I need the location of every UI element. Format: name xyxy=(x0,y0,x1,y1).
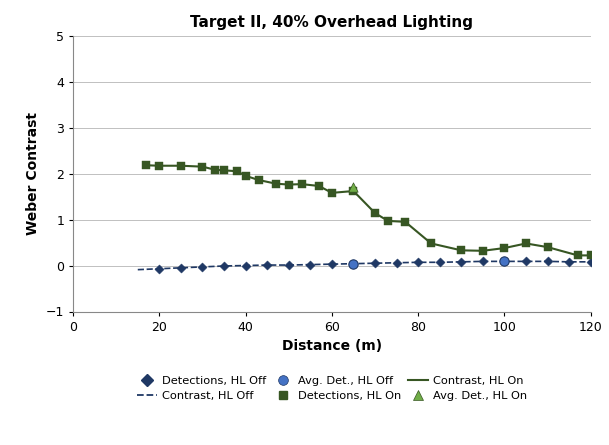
Point xyxy=(327,189,337,196)
Point xyxy=(348,260,358,267)
Point xyxy=(414,259,423,266)
Point xyxy=(297,181,306,188)
Point xyxy=(383,217,393,224)
Point xyxy=(565,258,574,265)
Point xyxy=(456,258,466,265)
Legend: Detections, HL Off, Contrast, HL Off, Avg. Det., HL Off, Detections, HL On, Cont: Detections, HL Off, Contrast, HL Off, Av… xyxy=(133,372,530,405)
Point xyxy=(155,265,164,272)
Point xyxy=(543,258,552,265)
Point xyxy=(284,262,294,269)
Point xyxy=(478,247,488,255)
Point xyxy=(197,263,207,271)
Point xyxy=(327,261,337,268)
Point xyxy=(262,262,272,269)
Point xyxy=(348,260,358,267)
Point xyxy=(456,247,466,254)
Point xyxy=(284,181,294,188)
Point xyxy=(573,252,583,259)
Point xyxy=(499,258,509,265)
Point xyxy=(271,180,281,187)
Point xyxy=(155,162,164,169)
X-axis label: Distance (m): Distance (m) xyxy=(282,339,382,353)
Point xyxy=(254,176,264,183)
Title: Target II, 40% Overhead Lighting: Target II, 40% Overhead Lighting xyxy=(191,15,473,30)
Point xyxy=(586,252,596,259)
Point xyxy=(141,162,151,169)
Point xyxy=(232,168,242,175)
Point xyxy=(586,258,596,265)
Point xyxy=(521,240,531,247)
Point xyxy=(348,184,358,191)
Point xyxy=(314,182,324,190)
Point xyxy=(370,210,380,217)
Point xyxy=(197,163,207,170)
Point xyxy=(219,167,229,174)
Point xyxy=(370,259,380,267)
Point xyxy=(426,240,436,247)
Point xyxy=(499,244,509,251)
Point xyxy=(241,172,250,179)
Y-axis label: Weber Contrast: Weber Contrast xyxy=(26,112,40,235)
Point xyxy=(241,262,250,269)
Point xyxy=(499,258,509,265)
Point xyxy=(521,258,531,265)
Point xyxy=(348,187,358,194)
Point xyxy=(392,259,401,266)
Point xyxy=(211,166,220,174)
Point xyxy=(435,259,445,266)
Point xyxy=(176,162,186,169)
Point xyxy=(306,261,315,268)
Point xyxy=(176,264,186,271)
Point xyxy=(478,258,488,265)
Point xyxy=(543,243,552,251)
Point xyxy=(219,263,229,270)
Point xyxy=(400,218,410,225)
